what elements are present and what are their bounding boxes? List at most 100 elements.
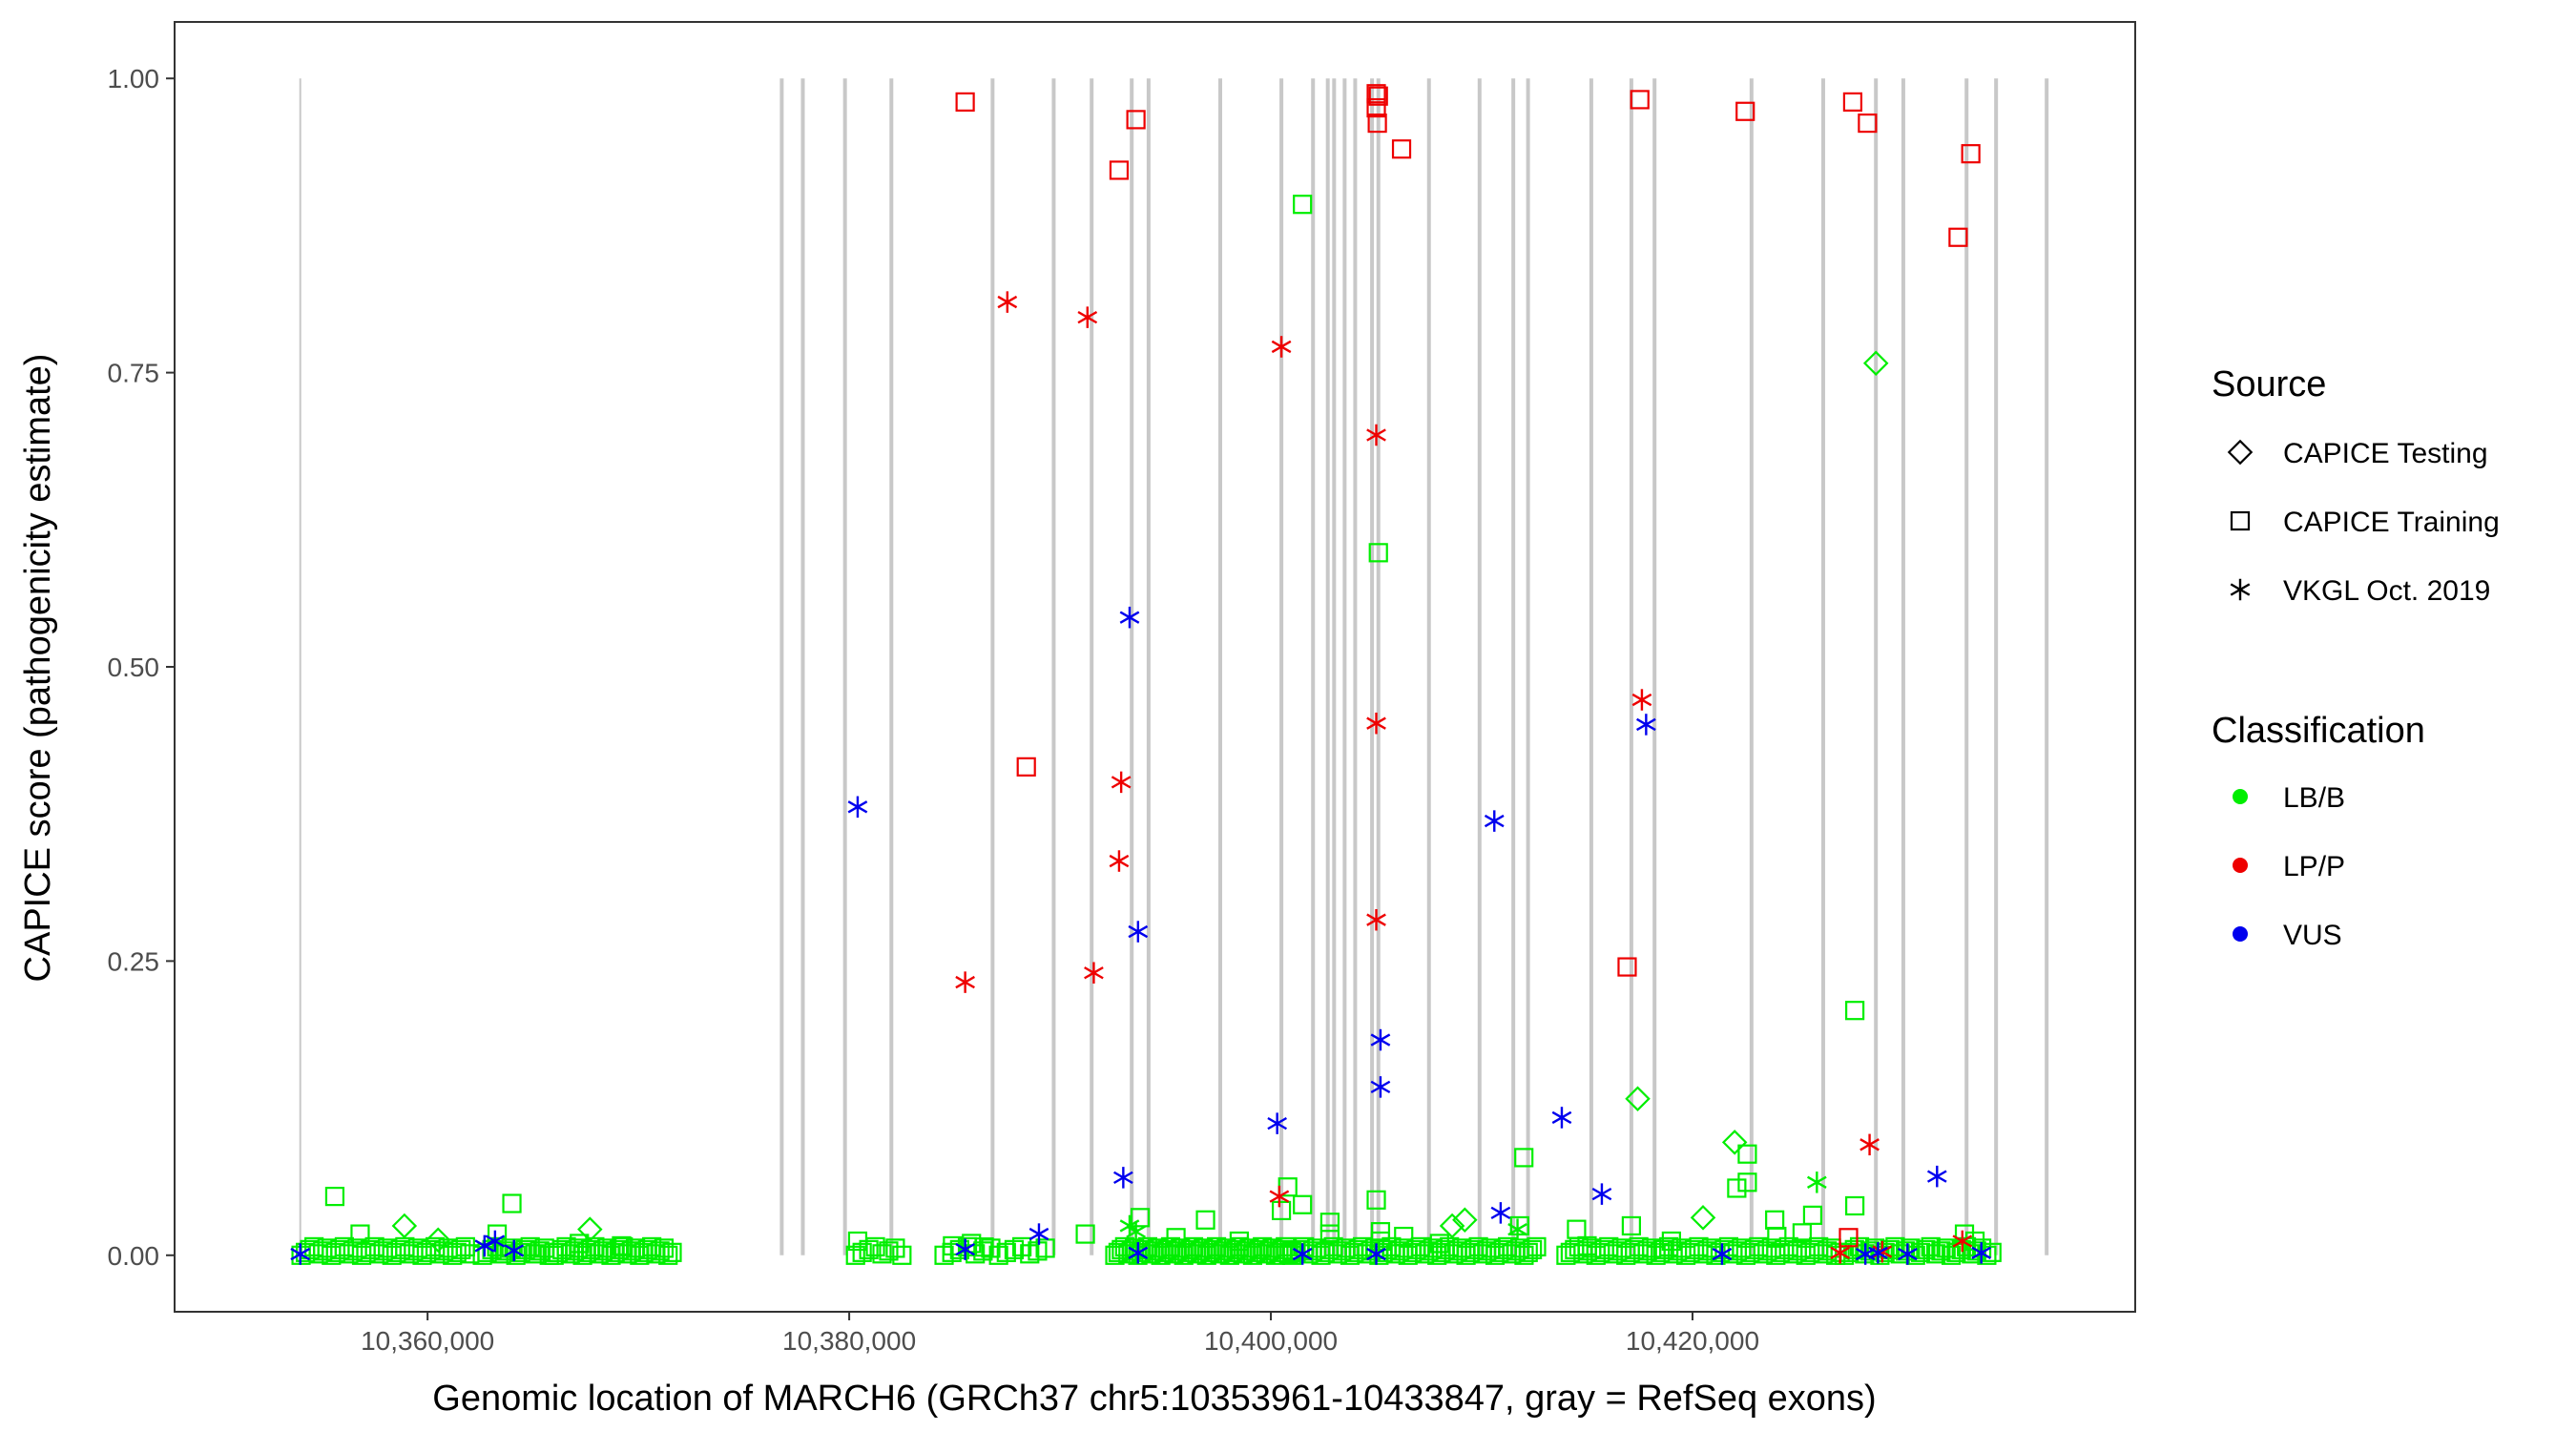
data-point	[1636, 714, 1656, 736]
data-point	[570, 1234, 590, 1254]
data-point	[612, 1235, 632, 1256]
data-point	[485, 1230, 506, 1253]
baseline-point	[1925, 1244, 1946, 1264]
data-point	[1130, 1208, 1151, 1228]
x-tick-label: 10,360,000	[361, 1326, 494, 1356]
data-point	[1514, 1148, 1534, 1168]
data-point	[1452, 1207, 1478, 1234]
data-point	[1737, 1144, 1757, 1164]
data-point	[1898, 1243, 1918, 1265]
data-point	[1366, 908, 1386, 931]
y-tick-label: 1.00	[108, 64, 160, 93]
data-point	[1028, 1223, 1049, 1245]
data-point	[1119, 606, 1140, 629]
data-point	[1366, 1190, 1386, 1210]
data-point	[1370, 1231, 1391, 1252]
data-point	[955, 1238, 975, 1260]
data-point	[1858, 113, 1878, 134]
data-point	[1016, 757, 1036, 777]
data-point	[1370, 1028, 1391, 1051]
data-point	[1767, 1226, 1787, 1247]
data-point	[1727, 1178, 1747, 1198]
legend-source-title: Source	[2212, 364, 2326, 404]
x-tick-label: 10,400,000	[1204, 1326, 1338, 1356]
data-point	[1439, 1213, 1465, 1239]
data-point	[1128, 1242, 1149, 1264]
baseline-point	[1035, 1238, 1055, 1258]
data-point	[1567, 1219, 1587, 1239]
data-point	[997, 291, 1018, 313]
data-point	[1195, 1210, 1215, 1230]
data-point	[1839, 1228, 1859, 1248]
data-point	[1366, 97, 1386, 118]
data-point	[1077, 306, 1098, 328]
legend-key-square	[2230, 510, 2251, 531]
data-point	[1166, 1228, 1186, 1248]
data-point	[1368, 543, 1388, 563]
data-point	[1229, 1231, 1249, 1252]
data-point	[1591, 1183, 1612, 1205]
legend-key-asterisk	[2230, 578, 2251, 601]
data-point	[1577, 1235, 1597, 1256]
data-point	[1109, 160, 1130, 180]
data-point	[1490, 1202, 1511, 1224]
data-point	[1792, 1223, 1812, 1243]
data-point	[474, 1234, 495, 1257]
data-point	[1806, 1172, 1827, 1193]
data-point	[1366, 712, 1386, 735]
y-tick-label: 0.50	[108, 653, 160, 682]
baseline-point	[852, 1242, 872, 1262]
legend-label: VKGL Oct. 2019	[2283, 575, 2490, 607]
data-point	[1631, 689, 1652, 711]
data-point	[1507, 1218, 1527, 1240]
data-point	[1267, 1112, 1288, 1134]
data-point	[1391, 139, 1412, 159]
data-point	[1737, 1172, 1757, 1192]
data-point	[1868, 1242, 1888, 1264]
data-point	[1690, 1205, 1716, 1231]
data-point	[1368, 86, 1388, 106]
data-point	[1862, 350, 1889, 376]
baseline-point	[1936, 1238, 1956, 1258]
data-point	[1625, 1086, 1651, 1111]
baseline-point	[879, 1241, 899, 1261]
data-point	[1429, 1234, 1449, 1254]
data-point	[955, 92, 975, 112]
data-point	[1084, 962, 1104, 984]
data-point	[1484, 810, 1505, 832]
baseline-point	[658, 1245, 678, 1265]
x-tick-label: 10,420,000	[1626, 1326, 1759, 1356]
data-point	[1765, 1210, 1785, 1230]
data-point	[502, 1193, 522, 1213]
data-point	[1617, 957, 1637, 977]
baseline-point	[1921, 1236, 1941, 1257]
exon-lines	[299, 78, 2049, 1255]
data-point	[847, 796, 868, 819]
data-point	[1113, 1167, 1133, 1189]
data-point	[1971, 1242, 1992, 1264]
data-point	[290, 1243, 311, 1265]
data-point	[1952, 1230, 1973, 1253]
data-point	[391, 1213, 418, 1239]
data-point	[1712, 1243, 1733, 1265]
data-point	[1293, 1194, 1313, 1214]
data-point	[1948, 227, 1968, 247]
legend-key-dot	[2233, 926, 2248, 942]
legend-classification-items: LB/B LP/P VUS	[2233, 782, 2345, 951]
data-point	[1293, 195, 1313, 215]
baseline-point	[1931, 1241, 1951, 1261]
data-point	[1859, 1133, 1880, 1156]
baseline-point	[1527, 1236, 1547, 1257]
data-points	[290, 84, 2002, 1265]
data-point	[1271, 1200, 1292, 1221]
data-point	[1830, 1242, 1850, 1264]
data-point	[324, 1187, 345, 1207]
baseline-point	[845, 1245, 865, 1265]
legend-label: CAPICE Training	[2283, 507, 2500, 538]
data-point	[1319, 1213, 1340, 1233]
legend-classification-title: Classification	[2212, 711, 2425, 751]
data-point	[1075, 1224, 1095, 1244]
baseline-point	[662, 1242, 682, 1262]
data-point	[1721, 1130, 1748, 1155]
